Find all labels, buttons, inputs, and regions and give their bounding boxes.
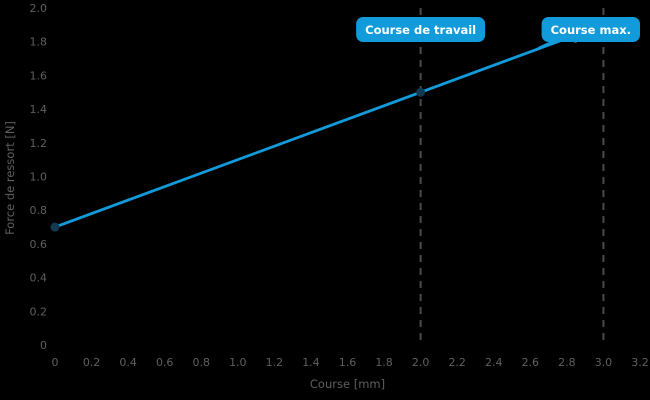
y-tick-label-7: 1.4 — [30, 103, 48, 116]
y-tick-label-3: 0.6 — [30, 238, 48, 251]
x-tick-label-11: 2.2 — [448, 356, 466, 369]
y-tick-label-1: 0.2 — [30, 305, 48, 318]
annotation-badge-0: Course de travail — [356, 17, 486, 42]
y-tick-label-10: 2.0 — [30, 2, 48, 15]
force-line-0 — [53, 36, 569, 229]
y-tick-label-8: 1.6 — [30, 69, 48, 82]
y-axis-title: Force de ressort [N] — [3, 121, 17, 235]
x-tick-label-6: 1.2 — [266, 356, 284, 369]
annotation-badge-bg-1 — [541, 17, 640, 42]
x-tick-label-16: 3.2 — [631, 356, 649, 369]
y-tick-label-6: 1.2 — [30, 137, 48, 150]
y-tick-label-2: 0.4 — [30, 272, 48, 285]
x-tick-label-13: 2.6 — [522, 356, 540, 369]
y-tick-label-0: 0 — [40, 339, 47, 352]
y-tick-label-9: 1.8 — [30, 36, 48, 49]
x-tick-label-0: 0 — [52, 356, 59, 369]
data-marker-0 — [50, 222, 60, 232]
y-tick-label-5: 1.0 — [30, 171, 48, 184]
annotation-badge-1: Course max. — [541, 17, 640, 42]
x-tick-label-3: 0.6 — [156, 356, 174, 369]
annotation-badge-bg-0 — [356, 17, 486, 42]
y-tick-label-4: 0.8 — [30, 204, 48, 217]
x-tick-label-7: 1.4 — [302, 356, 320, 369]
annotation-badge-label-1: Course max. — [551, 23, 631, 37]
x-tick-label-8: 1.6 — [339, 356, 357, 369]
annotation-badge-label-0: Course de travail — [365, 23, 476, 37]
x-tick-label-4: 0.8 — [193, 356, 211, 369]
x-axis-title: Course [mm] — [310, 377, 385, 391]
x-tick-label-5: 1.0 — [229, 356, 247, 369]
x-tick-label-14: 2.8 — [558, 356, 576, 369]
x-tick-label-1: 0.2 — [83, 356, 101, 369]
x-tick-label-15: 3.0 — [595, 356, 613, 369]
x-tick-label-9: 1.8 — [375, 356, 393, 369]
x-tick-label-10: 2.0 — [412, 356, 430, 369]
data-marker-1 — [416, 87, 426, 97]
x-tick-label-2: 0.4 — [119, 356, 137, 369]
x-tick-label-12: 2.4 — [485, 356, 503, 369]
